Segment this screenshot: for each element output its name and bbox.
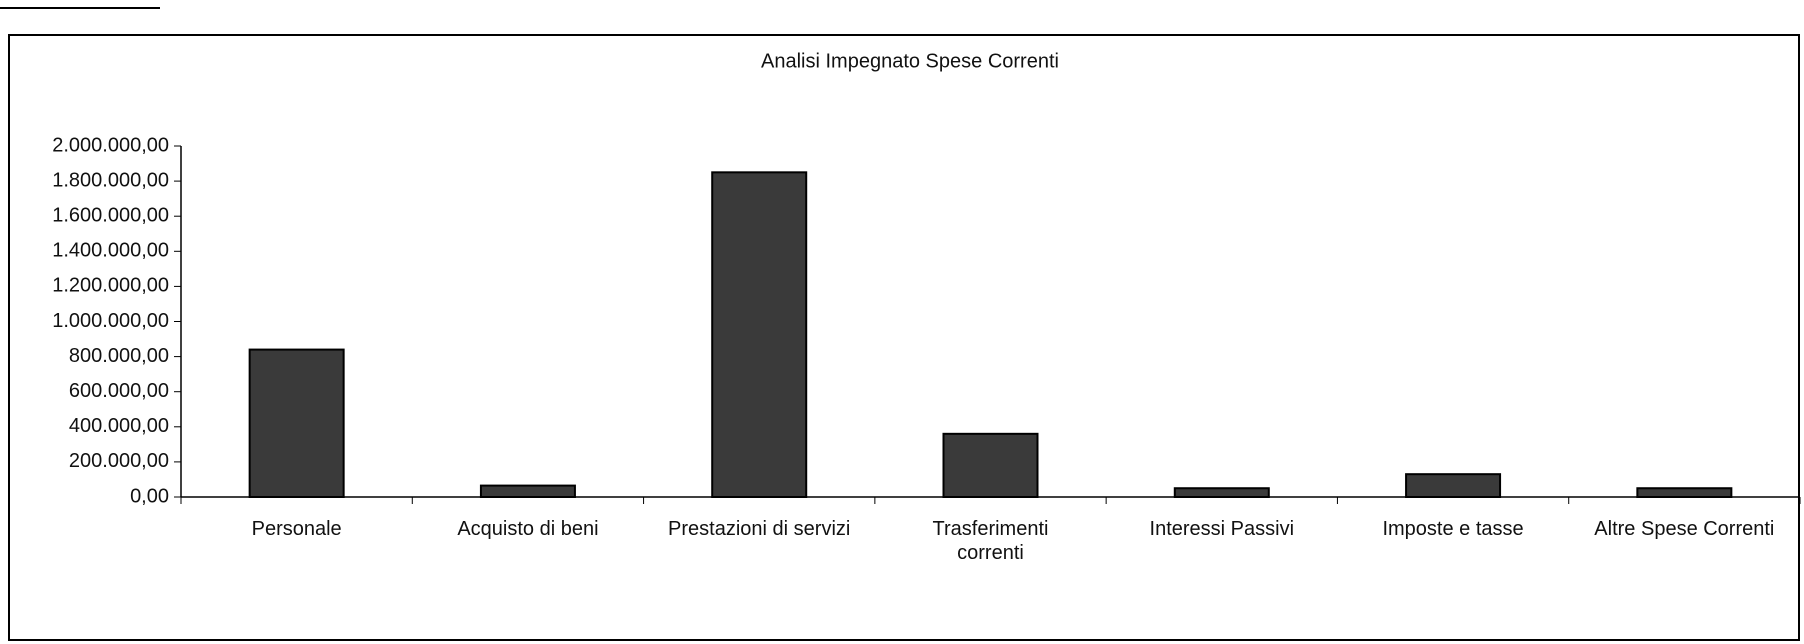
x-tick-label: Prestazioni di servizi [668,518,851,540]
x-tick-label: Personale [251,518,342,540]
x-tick-label: Trasferimenti correnti [932,518,1049,564]
y-tick-label: 400.000,00 [69,415,169,437]
bar [711,171,808,498]
y-tick-label: 2.000.000,00 [52,134,169,156]
x-tick-label: Altre Spese Correnti [1594,518,1775,540]
bar [1636,487,1733,499]
y-tick-label: 200.000,00 [69,450,169,472]
x-tick-label: Acquisto di beni [457,518,599,540]
bar [942,432,1039,499]
y-tick-label: 1.800.000,00 [52,169,169,191]
chart-frame [8,34,1800,641]
y-tick-label: 0,00 [130,485,169,507]
x-tick-label: Imposte e tasse [1382,518,1524,540]
bar [1173,487,1270,499]
chart-title: Analisi Impegnato Spese Correnti [761,50,1059,72]
y-tick-label: 600.000,00 [69,380,169,402]
y-tick-label: 1.400.000,00 [52,240,169,262]
bar [479,484,576,498]
y-tick-label: 1.600.000,00 [52,204,169,226]
bar [1405,473,1502,498]
x-tick-label: Interessi Passivi [1149,518,1295,540]
y-tick-label: 1.200.000,00 [52,275,169,297]
bar [248,348,345,498]
y-tick-label: 800.000,00 [69,345,169,367]
y-tick-label: 1.000.000,00 [52,310,169,332]
